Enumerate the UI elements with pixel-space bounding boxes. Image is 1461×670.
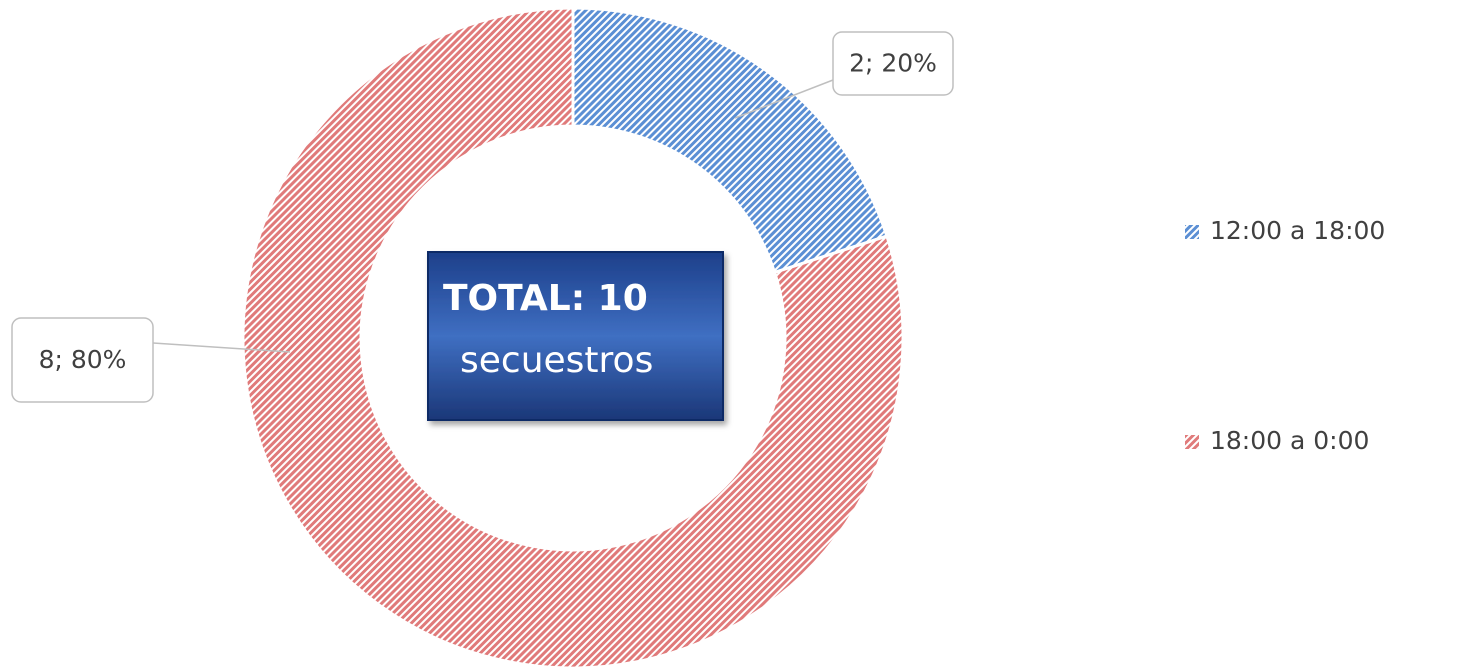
leader-line	[734, 79, 834, 119]
data-label: 8; 80%	[39, 345, 127, 374]
legend-swatch	[1185, 225, 1199, 239]
label-box	[11, 317, 154, 403]
legend-swatch	[1185, 435, 1199, 449]
center-title: TOTAL: 10	[443, 278, 648, 319]
label-box	[832, 31, 954, 96]
legend-label: 18:00 a 0:00	[1210, 426, 1369, 455]
legend-label: 12:00 a 18:00	[1210, 216, 1385, 245]
slice	[241, 6, 905, 670]
center-subtitle: secuestros	[460, 340, 653, 381]
center-box	[427, 251, 724, 421]
slice	[571, 6, 889, 275]
data-label: 2; 20%	[849, 49, 937, 78]
leader-line	[152, 342, 291, 353]
